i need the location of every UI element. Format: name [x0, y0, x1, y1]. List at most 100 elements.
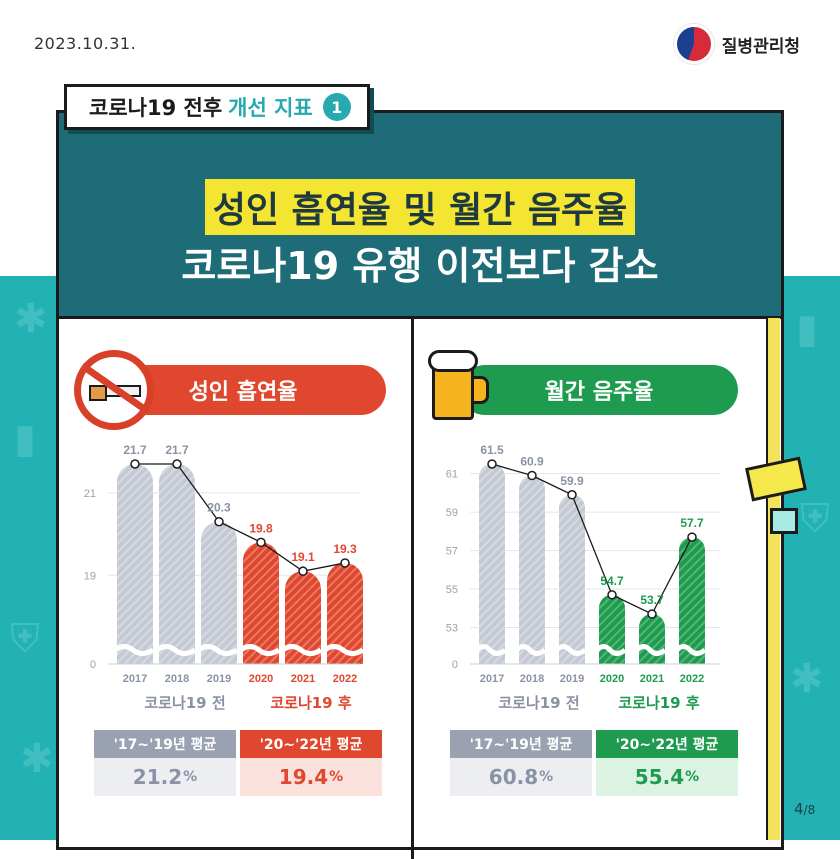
- post-covid-label: 코로나19 후: [270, 694, 352, 712]
- bar-2017: [479, 464, 505, 664]
- virus-icon: ✱: [790, 656, 824, 702]
- section-tag: 코로나19 전후 개선 지표 1: [64, 84, 370, 130]
- bar-2017: [117, 464, 153, 664]
- page-indicator: 4/8: [794, 800, 815, 818]
- x-tick-label: 2021: [640, 673, 664, 685]
- axis-break-mark: [475, 644, 507, 656]
- data-point-2019: [214, 516, 224, 527]
- axis-break-mark: [155, 644, 197, 656]
- headline-line2: 코로나19 유행 이전보다 감소: [181, 244, 659, 288]
- publish-date: 2023.10.31.: [34, 34, 137, 53]
- agency-logo: 질병관리청: [673, 24, 800, 64]
- virus-icon: ✱: [14, 296, 48, 342]
- trend-line: [135, 463, 346, 572]
- bar-2021: [639, 614, 665, 664]
- bar-2022: [327, 562, 363, 664]
- tag-text-accent: 개선 지표: [228, 96, 313, 120]
- value-label-2019: 20.3: [207, 501, 231, 515]
- avg-post-header: '20~'22년 평균: [596, 730, 738, 758]
- avg-pre-number: 60.8: [488, 765, 539, 789]
- avg-pre-header: '17~'19년 평균: [94, 730, 236, 758]
- x-tick-label: 2018: [165, 673, 189, 685]
- sticky-note-mint: [770, 508, 798, 534]
- panel-divider: [411, 319, 414, 859]
- axis-break-mark: [675, 644, 707, 656]
- axis-break-mark: [515, 644, 547, 656]
- avg-pre-number: 21.2: [132, 765, 183, 789]
- avg-pre-value: 21.2%: [94, 758, 236, 796]
- data-point-2021: [647, 609, 657, 619]
- value-label-2019: 59.9: [560, 474, 584, 488]
- axis-break-mark: [239, 644, 281, 656]
- post-covid-label: 코로나19 후: [618, 694, 700, 712]
- axis-break-mark: [555, 644, 587, 656]
- data-point-2018: [172, 459, 182, 469]
- data-point-2022: [687, 532, 697, 542]
- y-tick-label: 57: [446, 546, 458, 558]
- axis-break-mark: [635, 644, 667, 656]
- agency-name: 질병관리청: [721, 36, 800, 57]
- virus-icon: ✱: [20, 736, 54, 782]
- tag-text-main: 코로나19 전후: [89, 96, 223, 120]
- x-tick-label: 2020: [249, 673, 273, 685]
- no-smoking-icon: [74, 350, 154, 430]
- value-label-2018: 60.9: [520, 455, 544, 469]
- y-tick-label: 0: [452, 659, 458, 671]
- avg-post-header: '20~'22년 평균: [240, 730, 382, 758]
- x-tick-label: 2019: [560, 673, 584, 685]
- trend-line: [491, 463, 693, 615]
- axis-break-mark: [323, 644, 365, 656]
- x-tick-label: 2017: [123, 673, 147, 685]
- y-tick-label: 61: [446, 469, 458, 481]
- y-tick-label: 59: [446, 507, 458, 519]
- data-point-2020: [607, 590, 617, 600]
- avg-post-value: 19.4%: [240, 758, 382, 796]
- tag-number-badge: 1: [322, 93, 351, 121]
- avg-post-number: 19.4: [278, 765, 329, 789]
- value-label-2018: 21.7: [165, 443, 189, 457]
- bar-2021: [285, 571, 321, 664]
- drinking-heading: 월간 음주율: [460, 365, 738, 415]
- percent-sign: %: [539, 769, 554, 785]
- value-label-2022: 57.7: [680, 516, 704, 530]
- value-label-2021: 19.1: [291, 550, 315, 564]
- avg-post-number: 55.4: [634, 765, 685, 789]
- bar-2022: [679, 537, 705, 664]
- headline-line1: 성인 흡연율 및 월간 음주율: [204, 179, 636, 235]
- axis-break-mark: [197, 644, 239, 656]
- axis-break-mark: [281, 644, 323, 656]
- x-tick-label: 2022: [680, 673, 704, 685]
- data-point-2020: [256, 537, 266, 548]
- bottle-icon: ▮: [14, 416, 37, 462]
- value-label-2020: 54.7: [600, 574, 624, 588]
- beer-mug-icon: [428, 350, 490, 422]
- y-tick-label: 19: [84, 570, 96, 582]
- value-label-2017: 21.7: [123, 443, 147, 457]
- page-current: 4: [794, 800, 804, 818]
- x-tick-label: 2018: [520, 673, 544, 685]
- x-tick-label: 2019: [207, 673, 231, 685]
- axis-break-mark: [595, 644, 627, 656]
- data-point-2018: [527, 470, 537, 481]
- y-tick-label: 21: [84, 488, 96, 500]
- bar-2020: [243, 542, 279, 664]
- y-tick-label: 0: [90, 659, 96, 671]
- data-point-2017: [487, 459, 497, 469]
- shield-icon: ⛨: [10, 616, 40, 662]
- data-point-2021: [298, 566, 308, 576]
- value-label-2020: 19.8: [249, 521, 273, 535]
- x-tick-label: 2017: [480, 673, 504, 685]
- percent-sign: %: [183, 769, 198, 785]
- y-tick-label: 53: [446, 623, 458, 635]
- avg-pre-value: 60.8%: [450, 758, 592, 796]
- value-label-2021: 53.7: [640, 593, 664, 607]
- percent-sign: %: [329, 769, 344, 785]
- avg-pre-header: '17~'19년 평균: [450, 730, 592, 758]
- bar-2019: [559, 494, 585, 664]
- data-point-2019: [567, 490, 577, 500]
- avg-post-value: 55.4%: [596, 758, 738, 796]
- bottle-icon: ▮: [796, 306, 819, 352]
- page-total: /8: [803, 803, 816, 817]
- pre-covid-label: 코로나19 전: [498, 694, 580, 712]
- data-point-2017: [130, 459, 140, 469]
